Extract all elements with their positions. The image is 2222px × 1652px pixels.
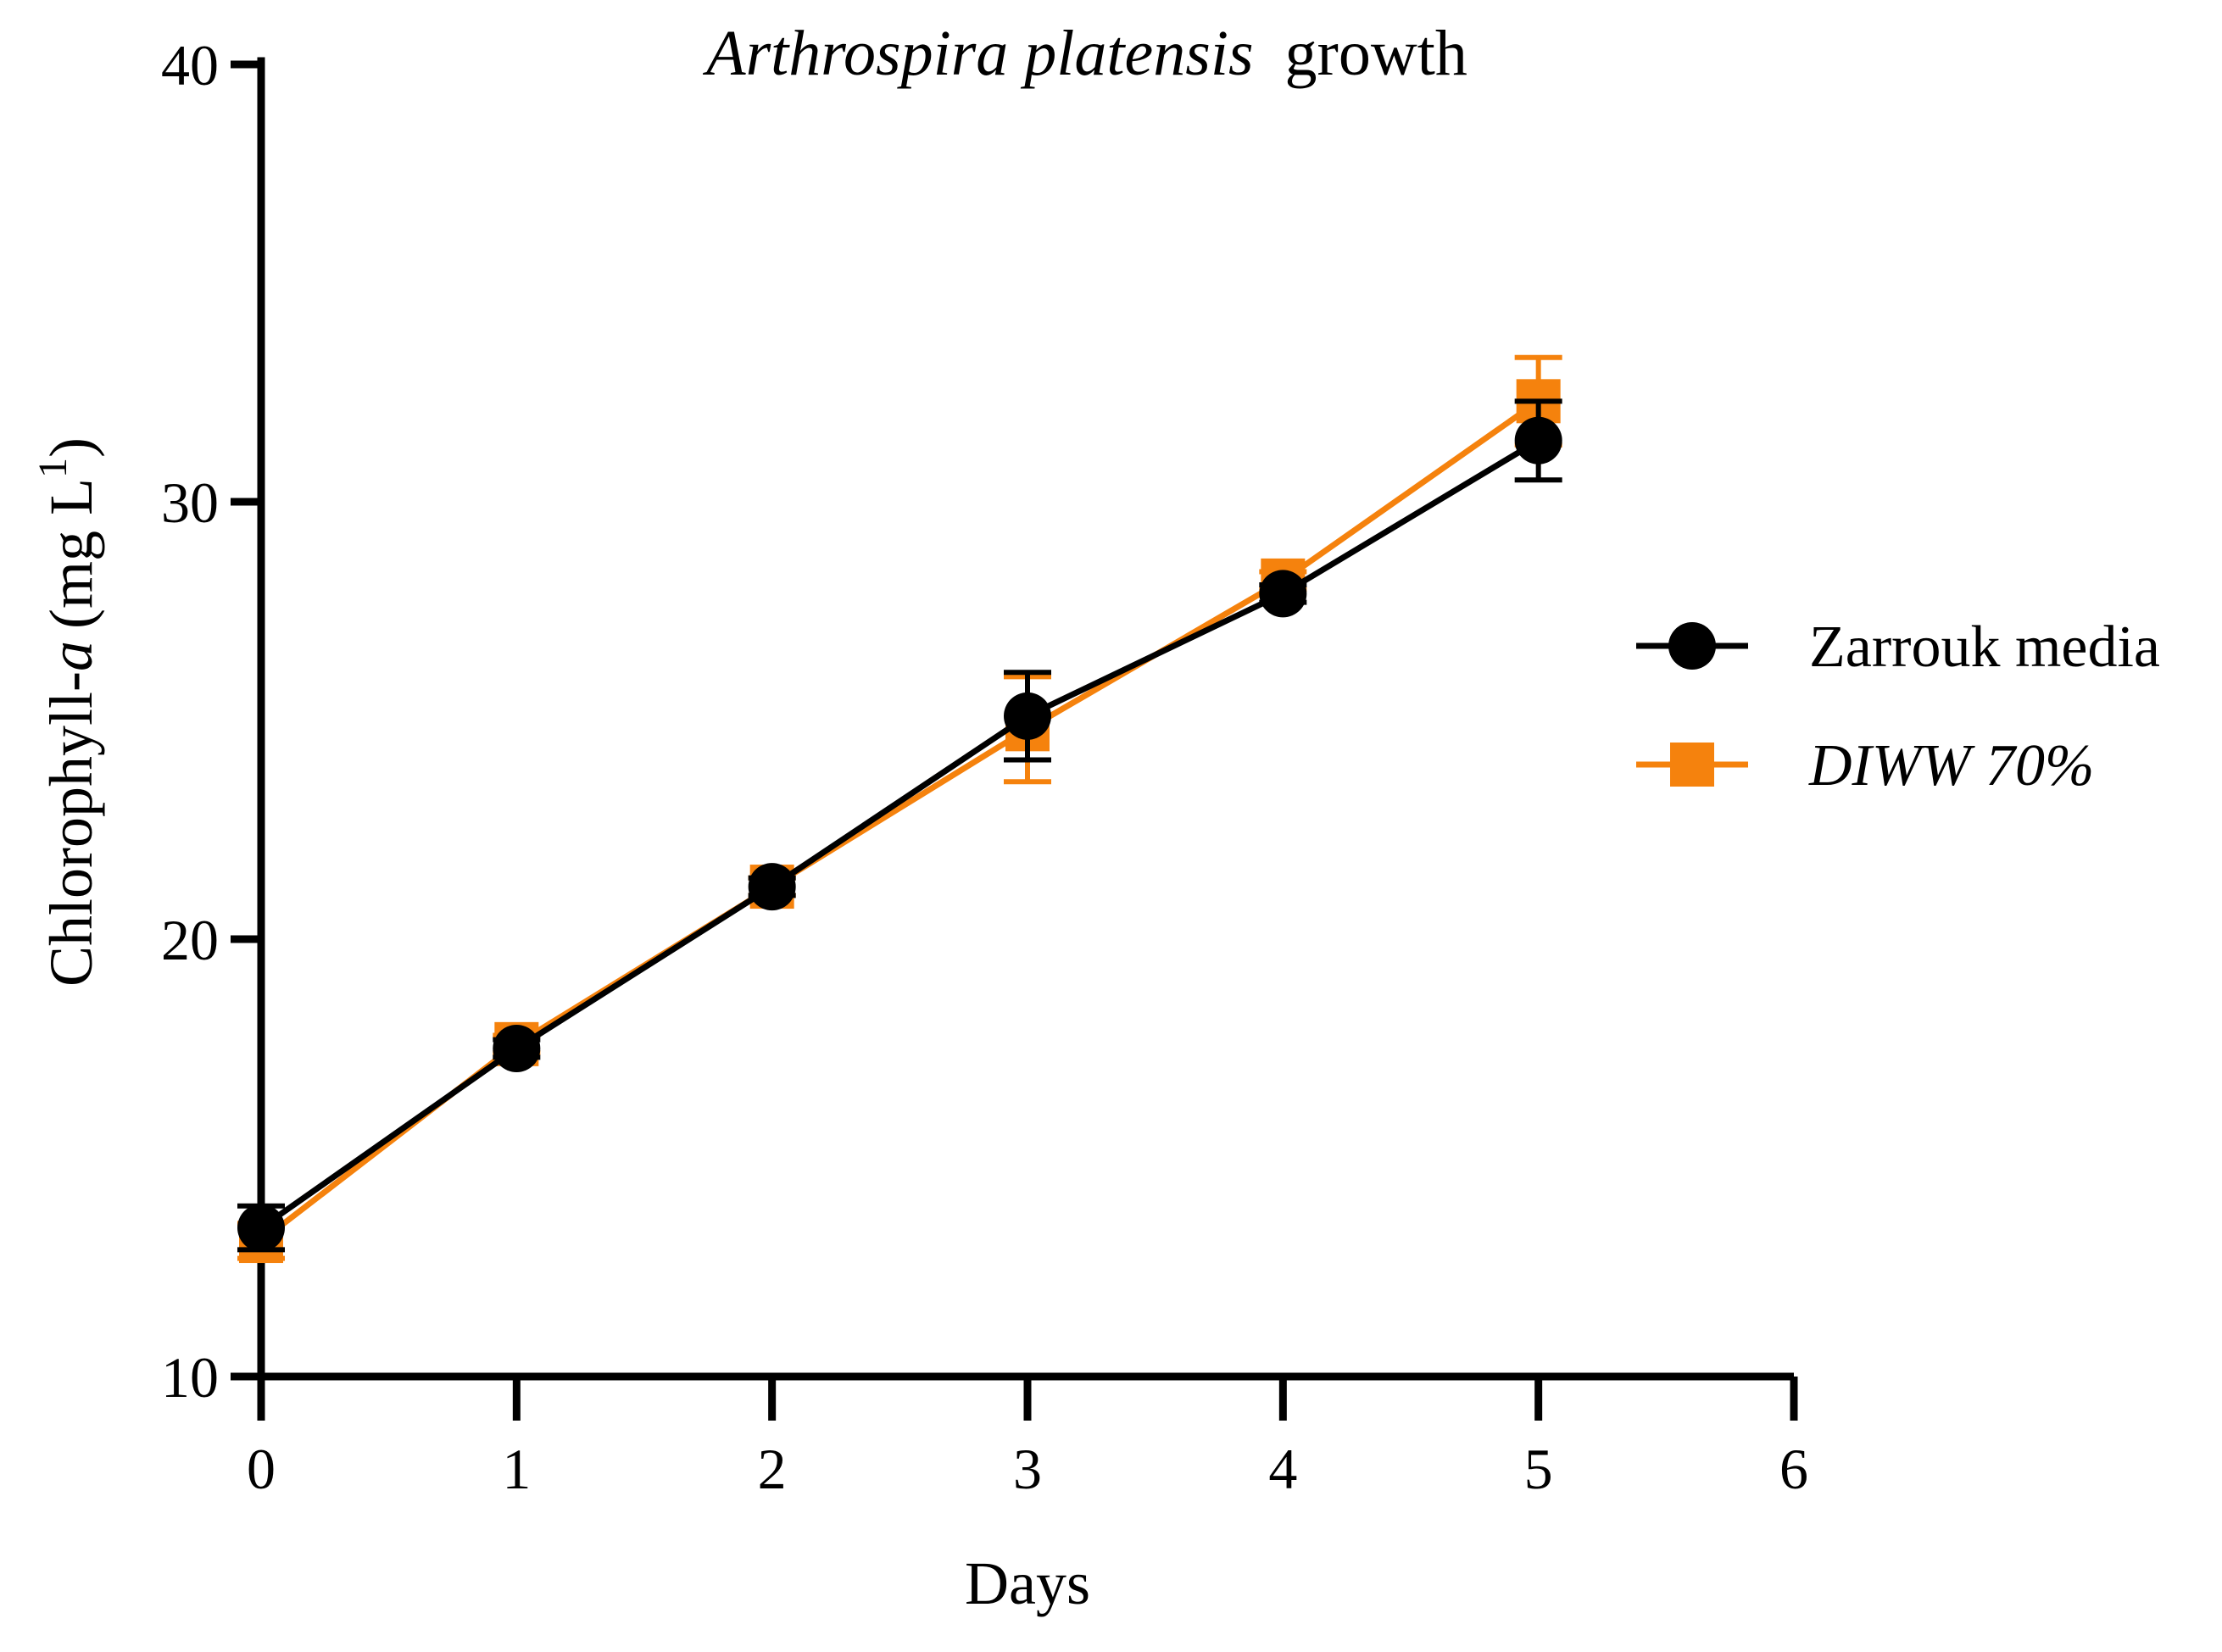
zarrouk-media-point-3 bbox=[1004, 692, 1051, 740]
zarrouk-media-point-1 bbox=[493, 1025, 541, 1072]
zarrouk-media-point-0 bbox=[237, 1204, 285, 1252]
legend-label-zarrouk-media: Zarrouk media bbox=[1809, 615, 2160, 680]
x-axis-title: Days bbox=[965, 1549, 1090, 1617]
zarrouk-media-point-4 bbox=[1259, 570, 1307, 618]
y-tick-label-40: 40 bbox=[161, 33, 219, 97]
legend-marker-diww-70 bbox=[1670, 743, 1714, 787]
y-ticks: 10 20 30 40 bbox=[161, 33, 261, 1410]
x-tick-label-5: 5 bbox=[1524, 1437, 1553, 1501]
y-axis-title: Chlorophyll-a (mg L1) bbox=[31, 437, 105, 987]
chart-title-rest: growth bbox=[1285, 18, 1467, 89]
series-layer bbox=[237, 354, 1562, 1264]
chart-title-species: Arthrospira platensis bbox=[702, 18, 1253, 89]
y-axis-title-close: ) bbox=[37, 437, 105, 458]
x-ticks: 0 1 2 3 4 5 6 bbox=[247, 1377, 1808, 1501]
zarrouk-media-point-2 bbox=[748, 863, 796, 911]
legend: Zarrouk media DIWW 70% bbox=[1636, 615, 2160, 798]
legend-item-diww-70: DIWW 70% bbox=[1636, 733, 2094, 798]
series-1 bbox=[237, 398, 1562, 1253]
x-tick-label-6: 6 bbox=[1779, 1437, 1808, 1501]
diww-70-line bbox=[259, 398, 1540, 1243]
zarrouk-media-point-5 bbox=[1514, 416, 1562, 464]
x-tick-label-0: 0 bbox=[247, 1437, 276, 1501]
y-tick-label-30: 30 bbox=[161, 470, 219, 535]
y-axis-title-unit: (mg L bbox=[37, 478, 105, 629]
chart-title: Arthrospira platensis growth bbox=[702, 18, 1467, 89]
legend-item-zarrouk-media: Zarrouk media bbox=[1636, 615, 2160, 680]
y-axis-title-superscript: 1 bbox=[31, 458, 75, 478]
legend-label-diww-70: DIWW 70% bbox=[1808, 733, 2094, 798]
legend-marker-zarrouk-media bbox=[1668, 622, 1716, 670]
y-axis-title-italic: a bbox=[37, 641, 105, 671]
x-tick-label-2: 2 bbox=[758, 1437, 787, 1501]
series-0 bbox=[237, 354, 1562, 1264]
y-axis-title-prefix: Chlorophyll- bbox=[37, 671, 105, 987]
x-tick-label-1: 1 bbox=[502, 1437, 531, 1501]
x-tick-label-3: 3 bbox=[1013, 1437, 1042, 1501]
x-tick-label-4: 4 bbox=[1268, 1437, 1297, 1501]
zarrouk-media-line bbox=[259, 437, 1540, 1231]
y-tick-label-10: 10 bbox=[161, 1345, 219, 1410]
y-tick-label-20: 20 bbox=[161, 908, 219, 972]
